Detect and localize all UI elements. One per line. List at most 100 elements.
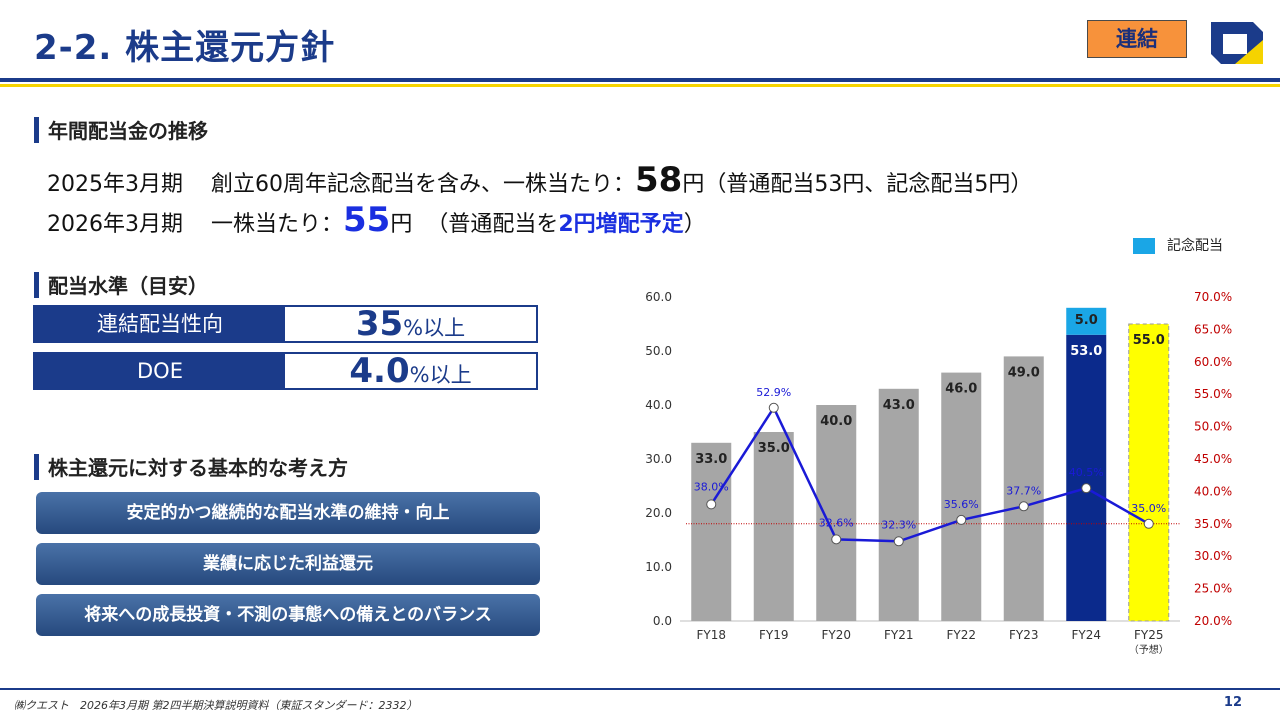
bar-memorial-fy24 (1066, 307, 1107, 335)
payout-ratio-point (1143, 518, 1154, 529)
footer-text: ㈱クエスト 2026年3月期 第2四半期決算説明資料（東証スタンダード：2332… (14, 699, 418, 712)
payout-ratio-label: 52.9% (756, 386, 791, 399)
payout-ratio-point (1081, 483, 1092, 494)
y2-tick-label: 65.0% (1194, 322, 1232, 336)
dividend-amount-fy2025: 58 (635, 160, 683, 200)
section-heading-dividend-trend: 年間配当金の推移 (34, 115, 208, 144)
x-tick-label: FY20 (821, 628, 851, 642)
policy-item: 業績に応じた利益還元 (36, 543, 540, 585)
y-tick-label: 60.0 (645, 290, 672, 304)
y2-tick-label: 60.0% (1194, 355, 1232, 369)
bar-value-label: 46.0 (945, 382, 977, 397)
legend-swatch-memorial (1133, 238, 1155, 254)
x-tick-sublabel: （予想） (1129, 643, 1169, 656)
y-tick-label: 0.0 (653, 614, 672, 628)
bar-fy24 (1066, 334, 1107, 621)
policy-item: 将来への成長投資・不測の事態への備えとのバランス (36, 594, 540, 636)
bar-fy22 (941, 372, 982, 621)
x-tick-label: FY19 (759, 628, 789, 642)
y-tick-label: 10.0 (645, 560, 672, 574)
policy-item: 安定的かつ継続的な配当水準の維持・向上 (36, 492, 540, 534)
dividend-amount-fy2026: 55 (343, 200, 391, 240)
y2-tick-label: 40.0% (1194, 484, 1232, 498)
payout-ratio-label: 32.3% (881, 518, 916, 531)
dividend-text-fy2025: 創立60周年記念配当を含み、一株当たり： (211, 172, 635, 197)
y-tick-label: 40.0 (645, 398, 672, 412)
x-tick-label: FY24 (1071, 628, 1101, 642)
legend-label-memorial: 記念配当 (1167, 238, 1223, 254)
bar-value-label: 35.0 (758, 441, 790, 456)
bar-fy18 (691, 442, 732, 621)
period-fy2026: 2026年3月期 (47, 212, 183, 237)
x-tick-label: FY25 (1134, 628, 1164, 642)
bar-fy21 (878, 388, 919, 621)
payout-ratio-line (710, 405, 1150, 543)
y-tick-label: 50.0 (645, 344, 672, 358)
payout-ratio-label: 35.0% (1131, 502, 1166, 515)
payout-ratio-label: 37.7% (1006, 484, 1041, 497)
y2-tick-label: 70.0% (1194, 290, 1232, 304)
kpi-value: 4.0 (349, 351, 410, 391)
dividend-line-fy2026: 2026年3月期 一株当たり：55円 （普通配当を2円増配予定） (47, 200, 706, 240)
x-tick-label: FY23 (1009, 628, 1039, 642)
bar-value-label: 55.0 (1133, 333, 1165, 348)
bar-value-label: 40.0 (820, 414, 852, 429)
y2-tick-label: 20.0% (1194, 614, 1232, 628)
y-tick-label: 20.0 (645, 506, 672, 520)
x-tick-label: FY18 (696, 628, 726, 642)
dividend-detail-close: ） (683, 212, 706, 237)
period-fy2025: 2025年3月期 (47, 172, 183, 197)
header-rule (0, 78, 1280, 82)
bar-value-label: 43.0 (883, 398, 915, 413)
kpi-unit: %以上 (403, 316, 466, 340)
y2-tick-label: 50.0% (1194, 420, 1232, 434)
payout-ratio-label: 32.6% (819, 516, 854, 529)
y2-tick-label: 25.0% (1194, 582, 1232, 596)
kpi-label: 連結配当性向 (35, 307, 285, 341)
y2-tick-label: 55.0% (1194, 387, 1232, 401)
payout-ratio-point (831, 534, 842, 545)
dividend-increase-highlight: 2円増配予定 (558, 212, 684, 237)
bar-fy25 (1128, 323, 1170, 622)
kpi-label: DOE (35, 354, 285, 388)
kpi-doe: DOE 4.0%以上 (33, 352, 538, 390)
payout-ratio-point (706, 499, 717, 510)
payout-ratio-label: 38.0% (694, 480, 729, 493)
payout-ratio-point (893, 536, 904, 547)
y-tick-label: 30.0 (645, 452, 672, 466)
section-heading-dividend-level: 配当水準（目安） (34, 270, 208, 299)
dividend-line-fy2025: 2025年3月期 創立60周年記念配当を含み、一株当たり：58円（普通配当53円、… (47, 160, 1032, 200)
dividend-detail-open: （普通配当を (426, 212, 559, 237)
y2-tick-label: 45.0% (1194, 452, 1232, 466)
payout-ratio-label: 40.5% (1069, 466, 1104, 479)
page-title: 2-2. 株主還元方針 (34, 28, 336, 68)
bar-fy19 (753, 432, 794, 621)
y2-tick-label: 30.0% (1194, 549, 1232, 563)
dividend-text-fy2026: 一株当たり： (211, 212, 344, 237)
x-tick-label: FY21 (884, 628, 914, 642)
consolidated-badge: 連結 (1087, 20, 1187, 58)
bar-value-label: 49.0 (1008, 365, 1040, 380)
yen-unit: 円 (390, 212, 413, 237)
bar-value-label: 53.0 (1070, 344, 1102, 359)
dividend-detail-fy2025: 円（普通配当53円、記念配当5円） (682, 172, 1033, 197)
section-heading-policy: 株主還元に対する基本的な考え方 (34, 452, 348, 481)
chart-legend: 記念配当 (1133, 235, 1223, 255)
payout-ratio-point (956, 514, 967, 525)
y2-tick-label: 35.0% (1194, 517, 1232, 531)
x-tick-label: FY22 (946, 628, 976, 642)
memorial-value-label: 5.0 (1075, 313, 1098, 328)
page-number: 12 (1223, 695, 1242, 710)
kpi-unit: %以上 (409, 363, 472, 387)
bar-fy23 (1003, 356, 1044, 621)
dividend-chart: 0.0 10.0 20.0 30.0 40.0 50.0 60.0 20.0% 25.0% 30.… (645, 290, 1232, 656)
payout-ratio-point (1018, 501, 1029, 512)
bar-fy20 (816, 405, 857, 621)
header-accent-rule (0, 84, 1280, 87)
kpi-payout-ratio: 連結配当性向 35%以上 (33, 305, 538, 343)
company-logo-icon (1211, 22, 1263, 64)
kpi-value: 35 (355, 304, 404, 344)
payout-ratio-label: 35.6% (944, 498, 979, 511)
payout-ratio-point (768, 402, 779, 413)
footer-rule (0, 688, 1280, 690)
